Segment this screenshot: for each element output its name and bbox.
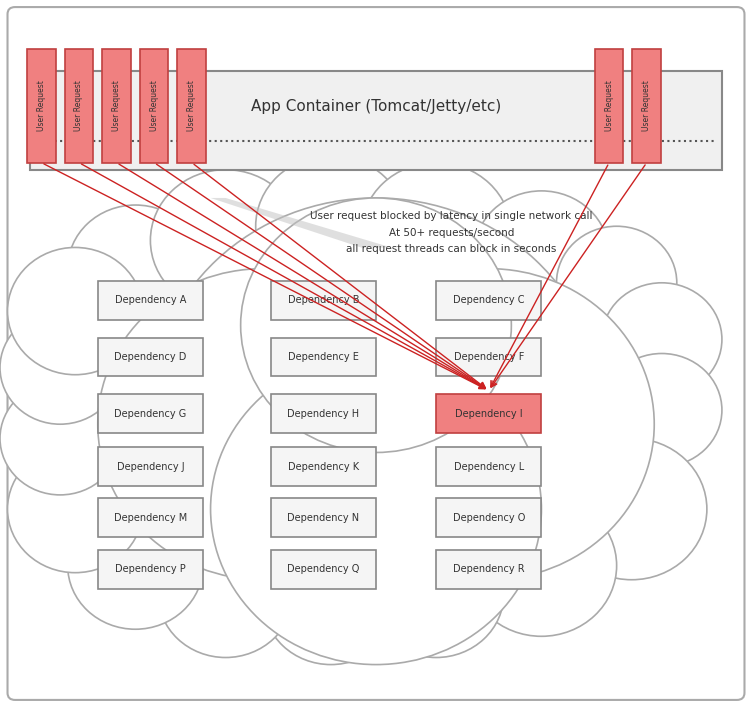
Circle shape [556,438,707,580]
FancyBboxPatch shape [271,498,376,537]
Text: Dependency E: Dependency E [288,352,359,362]
Text: Dependency Q: Dependency Q [287,564,359,574]
Circle shape [602,354,722,467]
Text: Dependency J: Dependency J [117,462,184,472]
FancyBboxPatch shape [632,49,661,163]
Circle shape [368,530,504,658]
Text: User Request: User Request [74,81,83,132]
Circle shape [150,170,301,311]
FancyBboxPatch shape [98,281,203,320]
Circle shape [8,445,143,573]
FancyBboxPatch shape [177,49,206,163]
Circle shape [0,382,120,495]
Circle shape [0,311,120,424]
FancyBboxPatch shape [436,338,541,376]
Text: Dependency F: Dependency F [453,352,524,362]
FancyBboxPatch shape [98,338,203,376]
Text: Dependency O: Dependency O [453,513,525,522]
FancyBboxPatch shape [271,338,376,376]
Circle shape [8,247,143,375]
Text: At 50+ requests/second: At 50+ requests/second [389,228,514,238]
Text: all request threads can block in seconds: all request threads can block in seconds [346,244,556,254]
Circle shape [466,495,617,636]
FancyBboxPatch shape [595,49,623,163]
Text: Dependency I: Dependency I [455,409,523,419]
Text: Dependency R: Dependency R [453,564,525,574]
Circle shape [556,226,677,339]
Circle shape [211,354,541,665]
Circle shape [241,198,511,452]
Text: User Request: User Request [150,81,159,132]
FancyBboxPatch shape [140,49,168,163]
Circle shape [474,191,609,318]
Text: App Container (Tomcat/Jetty/etc): App Container (Tomcat/Jetty/etc) [251,98,501,114]
FancyBboxPatch shape [436,498,541,537]
Text: Dependency D: Dependency D [114,352,186,362]
Circle shape [361,163,511,304]
Text: Dependency N: Dependency N [287,513,359,522]
Text: Dependency L: Dependency L [453,462,524,472]
FancyBboxPatch shape [436,550,541,588]
FancyBboxPatch shape [98,395,203,433]
FancyBboxPatch shape [30,71,722,170]
Circle shape [602,283,722,396]
FancyBboxPatch shape [8,7,744,700]
FancyBboxPatch shape [98,550,203,588]
Text: Dependency K: Dependency K [288,462,359,472]
PathPatch shape [211,198,391,247]
FancyBboxPatch shape [98,448,203,486]
Circle shape [150,198,602,622]
Text: Dependency C: Dependency C [453,296,525,305]
Text: User request blocked by latency in single network call: User request blocked by latency in singl… [310,211,593,221]
Text: Dependency H: Dependency H [287,409,359,419]
FancyBboxPatch shape [102,49,131,163]
Circle shape [98,269,429,580]
Text: Dependency M: Dependency M [114,513,187,522]
FancyBboxPatch shape [271,550,376,588]
Text: User Request: User Request [605,81,614,132]
FancyBboxPatch shape [271,281,376,320]
FancyBboxPatch shape [436,448,541,486]
Circle shape [68,205,203,332]
Text: Dependency A: Dependency A [115,296,186,305]
FancyBboxPatch shape [436,281,541,320]
Text: Dependency G: Dependency G [114,409,186,419]
Text: User Request: User Request [37,81,46,132]
FancyBboxPatch shape [27,49,56,163]
Circle shape [158,530,293,658]
Text: Dependency P: Dependency P [115,564,186,574]
Text: User Request: User Request [642,81,651,132]
Text: User Request: User Request [187,81,196,132]
FancyBboxPatch shape [271,395,376,433]
Circle shape [68,502,203,629]
FancyBboxPatch shape [98,498,203,537]
Text: User Request: User Request [112,81,121,132]
Circle shape [256,156,406,297]
FancyBboxPatch shape [271,448,376,486]
Circle shape [263,537,399,665]
Circle shape [323,269,654,580]
FancyBboxPatch shape [436,395,541,433]
Text: Dependency B: Dependency B [287,296,359,305]
FancyBboxPatch shape [65,49,93,163]
